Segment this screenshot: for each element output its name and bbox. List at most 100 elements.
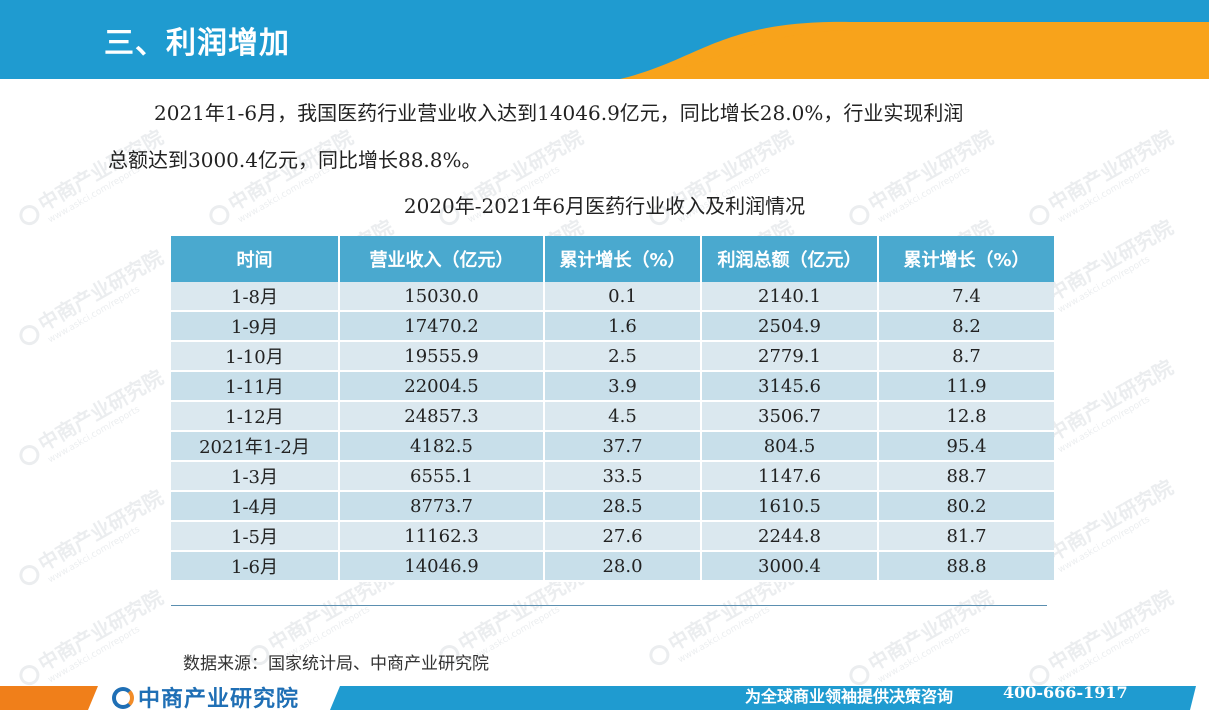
watermark-logo-icon	[15, 560, 43, 589]
table-row: 1-5月 11162.3 27.6 2244.8 81.7	[171, 521, 1054, 552]
table-row: 1-6月 14046.9 28.0 3000.4 88.8	[171, 551, 1054, 582]
cell-profit-growth: 80.2	[878, 491, 1054, 522]
watermark-url: www.askci.com/reports	[1056, 624, 1152, 686]
cell-time: 1-10月	[171, 341, 340, 372]
watermark-url: www.askci.com/reports	[46, 624, 142, 686]
header-wave-graphic	[620, 21, 1209, 79]
table-row: 1-10月 19555.9 2.5 2779.1 8.7	[171, 341, 1054, 372]
header-time: 时间	[171, 236, 340, 282]
cell-time: 2021年1-2月	[171, 431, 340, 462]
footer-stripes	[0, 686, 1196, 710]
cell-time: 1-9月	[171, 311, 340, 342]
cell-revenue: 14046.9	[339, 551, 545, 582]
cell-revenue-growth: 2.5	[544, 341, 702, 372]
page-title: 三、利润增加	[104, 26, 290, 61]
watermark-logo-icon	[645, 640, 673, 669]
cell-time: 1-3月	[171, 461, 340, 492]
cell-revenue: 17470.2	[339, 311, 545, 342]
cell-revenue: 4182.5	[339, 431, 545, 462]
header-banner: 三、利润增加	[0, 0, 1209, 79]
cell-revenue: 15030.0	[339, 282, 545, 312]
footer-phone: 400-666-1917	[1003, 683, 1128, 702]
revenue-profit-table: 时间 营业收入（亿元） 累计增长（%） 利润总额（亿元） 累计增长（%） 1-8…	[171, 236, 1054, 582]
table-row: 2021年1-2月 4182.5 37.7 804.5 95.4	[171, 431, 1054, 462]
watermark-text: 中商产业研究院	[1044, 215, 1178, 306]
watermark-logo-icon	[15, 320, 43, 349]
intro-line-2: 总额达到3000.4亿元，同比增长88.8%。	[108, 148, 482, 172]
table-row: 1-8月 15030.0 0.1 2140.1 7.4	[171, 282, 1054, 312]
cell-profit: 804.5	[701, 431, 879, 462]
cell-profit-growth: 8.7	[878, 341, 1054, 372]
cell-profit-growth: 11.9	[878, 371, 1054, 402]
header-revenue: 营业收入（亿元）	[339, 236, 545, 282]
watermark-url: www.askci.com/reports	[876, 624, 972, 686]
cell-profit-growth: 81.7	[878, 521, 1054, 552]
footer-bar: 中商产业研究院 为全球商业领袖提供决策咨询 400-666-1917	[0, 680, 1209, 713]
header-profit: 利润总额（亿元）	[701, 236, 879, 282]
cell-profit: 2779.1	[701, 341, 879, 372]
cell-revenue-growth: 28.0	[544, 551, 702, 582]
cell-profit-growth: 95.4	[878, 431, 1054, 462]
cell-profit-growth: 8.2	[878, 311, 1054, 342]
header-profit-growth: 累计增长（%）	[878, 236, 1054, 282]
cell-profit: 2140.1	[701, 282, 879, 312]
watermark-text: 中商产业研究院	[864, 585, 998, 676]
header-revenue-growth: 累计增长（%）	[544, 236, 702, 282]
footer-slogan: 为全球商业领袖提供决策咨询	[745, 687, 954, 706]
watermark-text: 中商产业研究院	[34, 365, 168, 456]
cell-revenue-growth: 33.5	[544, 461, 702, 492]
watermark-url: www.askci.com/reports	[1056, 394, 1152, 456]
cell-revenue-growth: 4.5	[544, 401, 702, 432]
cell-time: 1-4月	[171, 491, 340, 522]
cell-profit: 2244.8	[701, 521, 879, 552]
company-logo: 中商产业研究院	[112, 681, 299, 713]
cell-revenue: 22004.5	[339, 371, 545, 402]
watermark-url: www.askci.com/reports	[46, 524, 142, 586]
cell-profit: 3000.4	[701, 551, 879, 582]
watermark-text: 中商产业研究院	[34, 245, 168, 336]
table-row: 1-4月 8773.7 28.5 1610.5 80.2	[171, 491, 1054, 522]
watermark-logo-icon	[15, 440, 43, 469]
logo-icon	[112, 687, 134, 709]
table-header-row: 时间 营业收入（亿元） 累计增长（%） 利润总额（亿元） 累计增长（%）	[171, 236, 1054, 282]
table-body: 1-8月 15030.0 0.1 2140.1 7.4 1-9月 17470.2 1.6 250…	[171, 282, 1054, 582]
cell-profit-growth: 12.8	[878, 401, 1054, 432]
cell-profit: 1147.6	[701, 461, 879, 492]
cell-profit-growth: 88.7	[878, 461, 1054, 492]
watermark-text: 中商产业研究院	[1044, 355, 1178, 446]
watermark-text: 中商产业研究院	[1044, 475, 1178, 566]
cell-time: 1-6月	[171, 551, 340, 582]
data-source: 数据来源：国家统计局、中商产业研究院	[183, 654, 489, 674]
cell-time: 1-5月	[171, 521, 340, 552]
watermark-url: www.askci.com/reports	[1056, 514, 1152, 576]
table-title: 2020年-2021年6月医药行业收入及利润情况	[403, 194, 806, 218]
watermark-url: www.askci.com/reports	[676, 604, 772, 666]
table-row: 1-12月 24857.3 4.5 3506.7 12.8	[171, 401, 1054, 432]
cell-profit: 3145.6	[701, 371, 879, 402]
watermark-url: www.askci.com/reports	[46, 284, 142, 346]
cell-profit-growth: 7.4	[878, 282, 1054, 312]
table-bottom-rule	[171, 605, 1047, 606]
cell-revenue: 11162.3	[339, 521, 545, 552]
watermark-text: 中商产业研究院	[34, 585, 168, 676]
cell-profit: 3506.7	[701, 401, 879, 432]
cell-revenue: 24857.3	[339, 401, 545, 432]
cell-profit-growth: 88.8	[878, 551, 1054, 582]
cell-revenue-growth: 37.7	[544, 431, 702, 462]
cell-profit: 2504.9	[701, 311, 879, 342]
cell-revenue: 19555.9	[339, 341, 545, 372]
table-row: 1-3月 6555.1 33.5 1147.6 88.7	[171, 461, 1054, 492]
cell-revenue-growth: 0.1	[544, 282, 702, 312]
watermark-url: www.askci.com/reports	[1056, 254, 1152, 316]
cell-revenue: 6555.1	[339, 461, 545, 492]
cell-revenue-growth: 27.6	[544, 521, 702, 552]
cell-revenue-growth: 28.5	[544, 491, 702, 522]
cell-profit: 1610.5	[701, 491, 879, 522]
cell-revenue-growth: 1.6	[544, 311, 702, 342]
watermark-url: www.askci.com/reports	[46, 404, 142, 466]
table-row: 1-11月 22004.5 3.9 3145.6 11.9	[171, 371, 1054, 402]
table-row: 1-9月 17470.2 1.6 2504.9 8.2	[171, 311, 1054, 342]
intro-line-1: 2021年1-6月，我国医药行业营业收入达到14046.9亿元，同比增长28.0…	[154, 101, 964, 125]
